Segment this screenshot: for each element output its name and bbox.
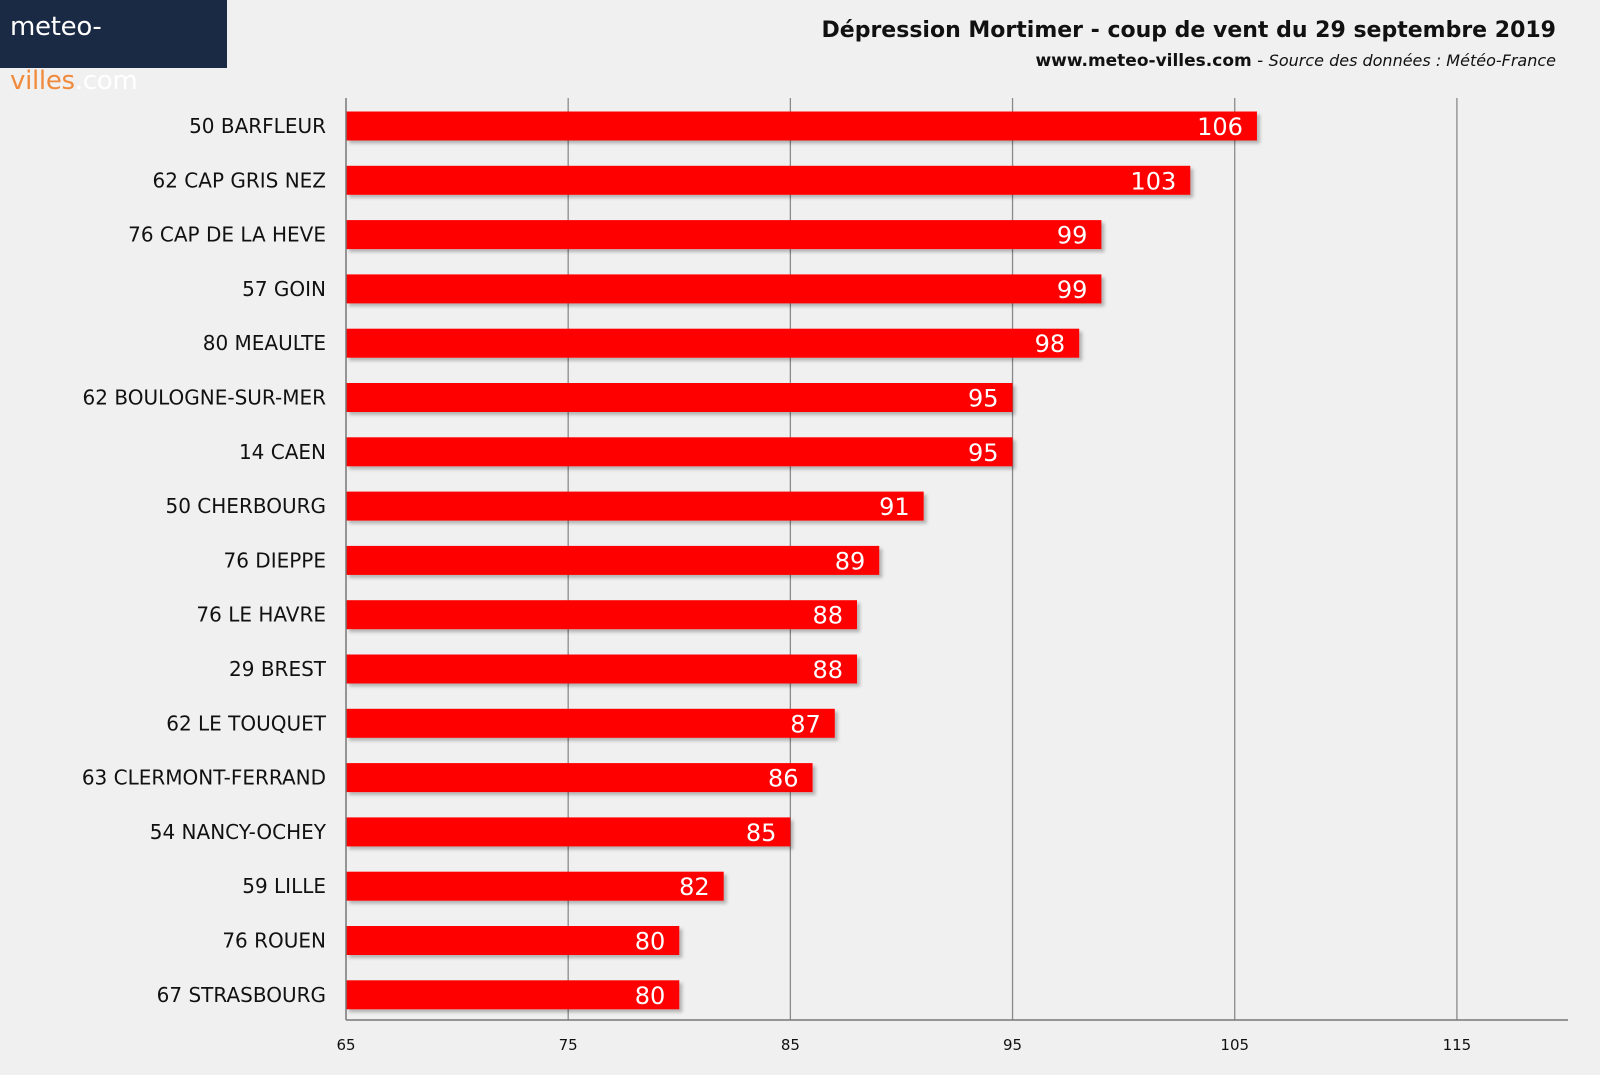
- site-logo[interactable]: meteo-villes.com: [0, 0, 227, 96]
- bar-11: [346, 654, 858, 684]
- bar-13: [346, 763, 813, 793]
- value-label-14: 85: [746, 819, 777, 847]
- x-tick-label-85: 85: [781, 1036, 800, 1054]
- value-label-10: 88: [812, 602, 843, 630]
- value-label-17: 80: [635, 982, 666, 1010]
- bar-12: [346, 708, 835, 738]
- value-label-9: 89: [835, 547, 866, 575]
- category-label-10: 76 LE HAVRE: [196, 603, 326, 627]
- value-label-16: 80: [635, 928, 666, 956]
- value-label-2: 103: [1130, 167, 1176, 195]
- x-tick-label-115: 115: [1443, 1036, 1472, 1054]
- category-label-3: 76 CAP DE LA HEVE: [128, 223, 326, 247]
- value-label-4: 99: [1057, 276, 1088, 304]
- value-label-13: 86: [768, 765, 799, 793]
- category-label-6: 62 BOULOGNE-SUR-MER: [83, 386, 327, 410]
- category-label-13: 63 CLERMONT-FERRAND: [82, 766, 326, 790]
- logo-text-accent: villes: [10, 66, 75, 96]
- category-label-8: 50 CHERBOURG: [166, 494, 327, 518]
- bar-10: [346, 600, 858, 630]
- data-source: Source des données : Météo-France: [1268, 51, 1556, 70]
- x-tick-label-65: 65: [336, 1036, 355, 1054]
- category-label-9: 76 DIEPPE: [224, 548, 327, 572]
- category-label-15: 59 LILLE: [242, 874, 326, 898]
- value-label-12: 87: [790, 710, 821, 738]
- category-label-14: 54 NANCY-OCHEY: [150, 820, 327, 844]
- bar-7: [346, 437, 1013, 467]
- logo-text-suffix: .com: [74, 66, 138, 96]
- category-label-16: 76 ROUEN: [222, 929, 326, 953]
- bar-9: [346, 545, 880, 575]
- subtitle-separator: -: [1251, 51, 1269, 71]
- bar-17: [346, 980, 680, 1010]
- category-label-12: 62 LE TOUQUET: [166, 711, 327, 735]
- category-label-4: 57 GOIN: [242, 277, 326, 301]
- bar-6: [346, 383, 1013, 412]
- category-label-7: 14 CAEN: [239, 440, 326, 464]
- category-label-5: 80 MEAULTE: [203, 331, 326, 355]
- bar-2: [346, 165, 1191, 195]
- value-label-3: 99: [1057, 222, 1088, 250]
- bar-3: [346, 220, 1102, 250]
- value-label-11: 88: [812, 656, 843, 684]
- bar-5: [346, 328, 1080, 358]
- logo-text-main: meteo-: [10, 12, 101, 42]
- value-label-5: 98: [1035, 330, 1066, 358]
- value-label-8: 91: [879, 493, 910, 521]
- bars: 50 BARFLEUR 106 62 CAP GRIS NEZ 103 76 CAP D…: [82, 111, 1257, 1010]
- value-label-15: 82: [679, 873, 710, 901]
- bar-14: [346, 817, 791, 847]
- chart-title: Dépression Mortimer - coup de vent du 29…: [821, 18, 1556, 43]
- x-tick-label-105: 105: [1220, 1036, 1249, 1054]
- category-label-11: 29 BREST: [229, 657, 327, 681]
- category-label-2: 62 CAP GRIS NEZ: [152, 168, 326, 192]
- category-label-17: 67 STRASBOURG: [157, 983, 326, 1007]
- bar-8: [346, 491, 924, 521]
- category-label-1: 50 BARFLEUR: [189, 114, 326, 138]
- chart-subtitle: www.meteo-villes.com - Source des donnée…: [1035, 51, 1556, 71]
- bar-1: [346, 111, 1257, 141]
- x-axis: 65 75 85 95 105 115: [336, 98, 1568, 1054]
- value-label-1: 106: [1197, 113, 1243, 141]
- x-tick-label-75: 75: [559, 1036, 578, 1054]
- bar-16: [346, 926, 680, 955]
- value-label-6: 95: [968, 385, 999, 413]
- x-tick-label-95: 95: [1003, 1036, 1022, 1054]
- value-label-7: 95: [968, 439, 999, 467]
- bar-4: [346, 274, 1102, 304]
- bar-15: [346, 871, 724, 901]
- site-url[interactable]: www.meteo-villes.com: [1035, 51, 1252, 71]
